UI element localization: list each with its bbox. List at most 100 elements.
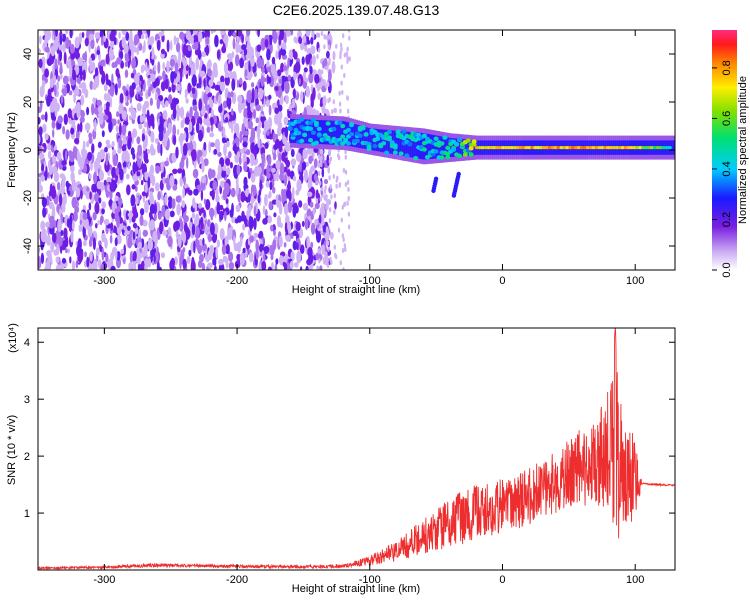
noise-speck [224,75,230,86]
band-blob [378,144,384,149]
band-blob [471,139,477,144]
noise-speck [149,191,154,203]
noise-speck [200,57,203,66]
noise-speck [283,65,288,71]
noise-speck [324,108,327,114]
noise-speck [72,211,78,222]
noise-speck [183,222,188,234]
noise-speck [156,98,161,110]
band-core [322,120,325,145]
snr-ylabel: SNR (10 * v/v) [6,415,18,485]
noise-speck [219,228,225,241]
noise-speck [182,187,186,199]
noise-speck [150,143,154,156]
noise-speck [111,118,117,126]
noise-speck [264,39,269,48]
noise-speck [119,122,122,136]
x-tick-label: -100 [359,574,381,586]
noise-speck [341,89,344,95]
noise-speck [335,183,338,189]
noise-speck [257,166,262,175]
noise-speck [133,34,140,45]
noise-speck [310,45,316,55]
noise-speck [325,228,330,241]
noise-speck [97,151,102,163]
colorbar-label: Normalized spectral amplitude [737,76,749,224]
noise-speck [256,125,260,137]
noise-speck [281,49,287,56]
noise-speck [299,41,305,51]
noise-speck [325,260,328,266]
noise-speck [223,61,229,75]
noise-speck [232,31,237,38]
noise-speck [183,175,186,185]
noise-speck [166,39,170,53]
x-tick-label: 0 [499,574,505,586]
noise-speck [226,99,231,104]
noise-speck [158,123,164,134]
noise-speck [67,190,71,196]
noise-speck [273,212,277,218]
noise-speck [330,232,333,238]
noise-speck [74,36,80,49]
noise-speck [81,32,85,38]
noise-speck [124,69,129,78]
y-tick-label: 40 [22,48,34,60]
band-core [672,140,675,155]
x-tick-label: -200 [226,574,248,586]
noise-speck [346,95,349,101]
band-blob [451,147,457,152]
noise-speck [108,80,112,87]
noise-speck [69,256,72,264]
noise-speck [205,85,209,95]
noise-speck [333,244,336,250]
noise-speck [237,192,241,203]
noise-speck [243,176,248,187]
noise-speck [344,182,348,187]
noise-speck [310,37,314,45]
noise-speck [284,137,287,149]
noise-speck [339,50,342,56]
noise-speck [226,140,230,148]
noise-speck [44,170,48,181]
band-core [330,120,333,145]
band-core [308,119,311,144]
noise-speck [180,119,185,129]
noise-speck [160,252,165,259]
noise-speck [160,48,166,55]
noise-speck [49,254,53,262]
noise-speck [270,254,274,261]
noise-speck [185,129,189,143]
noise-speck [234,218,239,224]
noise-speck [83,218,89,229]
noise-speck [67,39,72,48]
band-blob [404,153,410,158]
noise-speck [347,196,350,201]
noise-speck [298,36,303,45]
noise-speck [245,149,251,156]
noise-speck [310,241,314,249]
noise-speck [39,100,43,111]
noise-speck [132,174,139,182]
noise-speck [236,79,240,88]
noise-speck [235,204,241,213]
noise-speck [82,212,88,220]
noise-speck [342,33,345,39]
noise-speck [249,235,255,243]
noise-speck [76,245,81,257]
noise-speck [213,148,218,155]
noise-speck [191,149,197,162]
band-blob [421,147,427,152]
noise-speck [326,198,332,206]
noise-speck [328,69,332,82]
noise-speck [103,218,110,226]
noise-speck [245,121,249,130]
noise-speck [72,71,77,81]
noise-speck [225,117,229,123]
noise-speck [143,121,147,128]
noise-speck [227,91,231,99]
noise-speck [199,253,204,263]
noise-speck [346,46,349,52]
band-core [395,130,398,155]
